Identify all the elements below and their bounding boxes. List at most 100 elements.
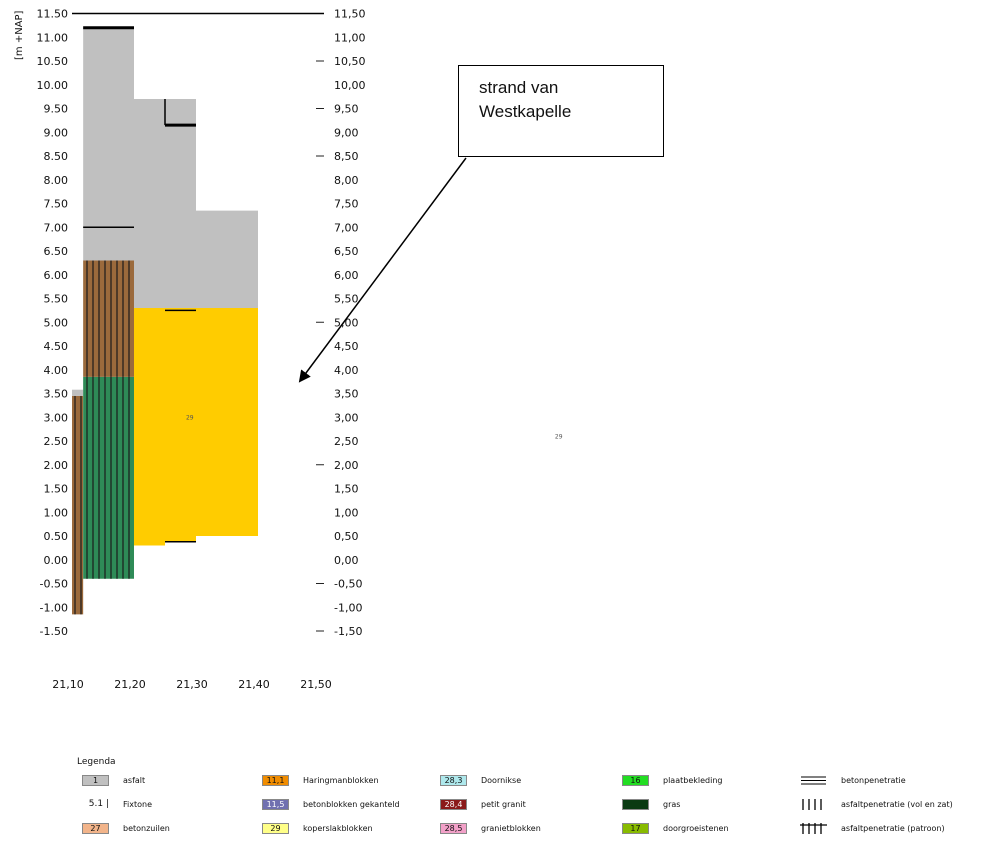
legend-symbol-drawing — [801, 776, 826, 784]
right-tick-label: 3,00 — [334, 411, 359, 424]
right-tick-label: 7,00 — [334, 221, 359, 234]
legend-label: Haringmanblokken — [303, 775, 379, 785]
bar-segment-asfalt — [134, 99, 165, 308]
left-tick-label: 0.50 — [44, 530, 69, 543]
chart-markers — [83, 26, 196, 543]
x-tick-label: 21,40 — [238, 678, 270, 691]
legend-item: 1 asfalt — [82, 774, 145, 786]
right-tick-label: 9,50 — [334, 103, 359, 116]
legend-item: 28,5 granietblokken — [440, 822, 541, 834]
right-tick-label: 1,50 — [334, 483, 359, 496]
left-tick-label: 7.50 — [44, 198, 69, 211]
left-tick-label: 10.00 — [37, 79, 69, 92]
legend-label: koperslakblokken — [303, 823, 373, 833]
legend-item: 5.1 | Fixtone — [82, 798, 152, 810]
bar-label: 29 — [555, 434, 563, 441]
left-axis-ticks: -1.50 -1.00 -0.50 0.00 0.50 1.00 1.50 2.00 2.50 3… — [37, 8, 69, 639]
left-tick-label: 3.50 — [44, 388, 69, 401]
legend-item: 28,4 petit granit — [440, 798, 526, 810]
left-tick-label: 8.00 — [44, 174, 69, 187]
right-tick-label: -1,50 — [334, 625, 362, 638]
legend-label: gras — [663, 799, 681, 809]
legend-label: betonzuilen — [123, 823, 170, 833]
x-axis-ticks: 21,10 21,20 21,30 21,40 21,50 — [52, 678, 332, 691]
left-tick-label: 6.00 — [44, 269, 69, 282]
left-tick-label: 6.50 — [44, 245, 69, 258]
right-tick-label: 10,00 — [334, 79, 366, 92]
legend-swatch — [622, 798, 649, 810]
legend-item: asfaltpenetratie (patroon) — [800, 822, 945, 834]
left-tick-label: 1.00 — [44, 506, 69, 519]
legend-item: 29 koperslakblokken — [262, 822, 373, 834]
x-tick-label: 21,50 — [300, 678, 332, 691]
bar-label: 29 — [186, 415, 194, 422]
left-tick-label: 8.50 — [44, 150, 69, 163]
legend-swatch: 17 — [622, 822, 649, 834]
legend-item: asfaltpenetratie (vol en zat) — [800, 798, 953, 810]
legend-label: betonblokken gekanteld — [303, 799, 400, 809]
right-tick-label: 6,00 — [334, 269, 359, 282]
right-tick-label: 6,50 — [334, 245, 359, 258]
y-axis-label-text: [m +NAP] — [14, 10, 25, 60]
bar-segment-koperslakblokken — [165, 308, 196, 543]
x-tick-label: 21,30 — [176, 678, 208, 691]
bar-segment-asfalt — [165, 99, 196, 308]
left-tick-label: 4.50 — [44, 340, 69, 353]
y-axis-label: [m +NAP] — [14, 10, 25, 60]
annotation-line-2: Westkapelle — [479, 102, 572, 121]
bar-hatch-gras — [83, 376, 134, 579]
right-tick-label: 9,00 — [334, 126, 359, 139]
left-tick-label: 10.50 — [37, 55, 69, 68]
legend-label: doorgroeistenen — [663, 823, 729, 833]
legend-item: 11,1 Haringmanblokken — [262, 774, 379, 786]
right-tick-label: 8,50 — [334, 150, 359, 163]
legend-swatch: 11,5 — [262, 798, 289, 810]
left-tick-label: 4.00 — [44, 364, 69, 377]
left-tick-label: -0.50 — [40, 578, 68, 591]
right-axis-ticks: -1,50 -1,00 -0,50 0,00 0,50 1,00 1,50 2,00 2,50 3… — [72, 8, 366, 638]
right-tick-label: 3,50 — [334, 388, 359, 401]
left-tick-label: 11.50 — [37, 8, 69, 21]
right-tick-label: -0,50 — [334, 578, 362, 591]
right-tick-label: 4,50 — [334, 340, 359, 353]
right-tick-label: 11,00 — [334, 31, 366, 44]
legend-symbol — [800, 798, 827, 810]
annotation-line-1: strand van — [479, 78, 559, 97]
bar-hatch-betonzuilen — [72, 395, 84, 615]
left-tick-label: 2.00 — [44, 459, 69, 472]
right-tick-label: 5,50 — [334, 293, 359, 306]
legend-symbol: 5.1 | — [88, 798, 109, 809]
left-tick-label: 5.50 — [44, 293, 69, 306]
legend-label: betonpenetratie — [841, 775, 906, 785]
right-tick-label: 0,00 — [334, 554, 359, 567]
legend-swatch: 11,1 — [262, 774, 289, 786]
x-tick-label: 21,10 — [52, 678, 84, 691]
right-tick-label: 2,50 — [334, 435, 359, 448]
right-tick-label: 0,50 — [334, 530, 359, 543]
bar-segment-koperslakblokken — [134, 308, 165, 546]
legend-item: 28,3 Doornikse — [440, 774, 521, 786]
left-tick-label: 9.00 — [44, 126, 69, 139]
legend-swatch: 28,5 — [440, 822, 467, 834]
legend-symbol-drawing — [800, 822, 827, 834]
legend-label: Fixtone — [123, 799, 152, 809]
legend-swatch: 27 — [82, 822, 109, 834]
right-tick-label: 4,00 — [334, 364, 359, 377]
legend-label: asfaltpenetratie (patroon) — [841, 823, 945, 833]
chart-bars — [72, 27, 258, 615]
right-tick-label: 7,50 — [334, 198, 359, 211]
legend-swatch: 28,3 — [440, 774, 467, 786]
legend-item: 27 betonzuilen — [82, 822, 170, 834]
legend-swatch: 1 — [82, 774, 109, 786]
left-tick-label: -1.00 — [40, 601, 68, 614]
legend-swatch: 16 — [622, 774, 649, 786]
left-tick-label: 7.00 — [44, 221, 69, 234]
left-tick-label: 9.50 — [44, 103, 69, 116]
legend-item: 11,5 betonblokken gekanteld — [262, 798, 400, 810]
x-tick-label: 21,20 — [114, 678, 146, 691]
legend-swatch: 28,4 — [440, 798, 467, 810]
left-tick-label: 1.50 — [44, 483, 69, 496]
legend-swatch: 29 — [262, 822, 289, 834]
left-tick-label: 0.00 — [44, 554, 69, 567]
right-tick-label: 2,00 — [334, 459, 359, 472]
